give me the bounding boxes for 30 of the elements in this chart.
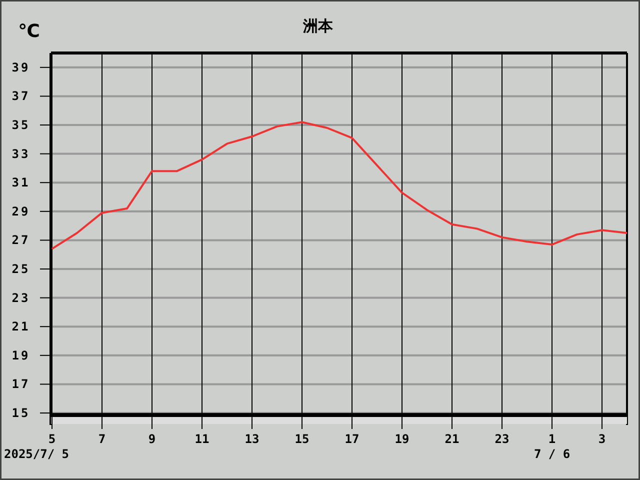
- x-tick-label: 17: [344, 432, 360, 446]
- x-tick-label: 19: [394, 432, 410, 446]
- x-tick-label: 13: [244, 432, 260, 446]
- text: 2025/7/ 5: [4, 447, 70, 461]
- y-tick-label: 33: [12, 146, 30, 161]
- chart-title: 洲本: [302, 18, 334, 35]
- y-tick-label: 29: [12, 204, 30, 218]
- line-series: [51, 121, 628, 250]
- x-tick-label: 3: [598, 432, 606, 446]
- y-tick-label: 19: [12, 348, 30, 362]
- y-tick-label: 15: [12, 406, 30, 420]
- y-tick-label: 21: [12, 320, 30, 334]
- y-tick-label: 37: [12, 89, 30, 104]
- x-tick-label: 21: [444, 432, 460, 446]
- x-tick-label: 7: [98, 432, 106, 446]
- x-tick-label: 1: [548, 432, 556, 446]
- x-tick-label: 15: [294, 432, 310, 446]
- y-tick-label: 23: [12, 290, 30, 305]
- x-tick-label: 5: [48, 432, 56, 446]
- text: 7 / 6: [534, 447, 570, 461]
- y-tick-label: 27: [12, 233, 30, 248]
- x-tick-label: 9: [148, 432, 156, 446]
- y-tick-label: 35: [12, 118, 30, 132]
- y-axis-title: ℃: [18, 21, 40, 42]
- y-tick-label: 17: [12, 377, 30, 392]
- x-tick-label: 11: [194, 432, 210, 446]
- y-tick-label: 25: [12, 262, 30, 276]
- y-tick-label: 39: [12, 60, 30, 74]
- x-tick-label: 23: [494, 432, 510, 446]
- y-tick-label: 31: [12, 176, 30, 190]
